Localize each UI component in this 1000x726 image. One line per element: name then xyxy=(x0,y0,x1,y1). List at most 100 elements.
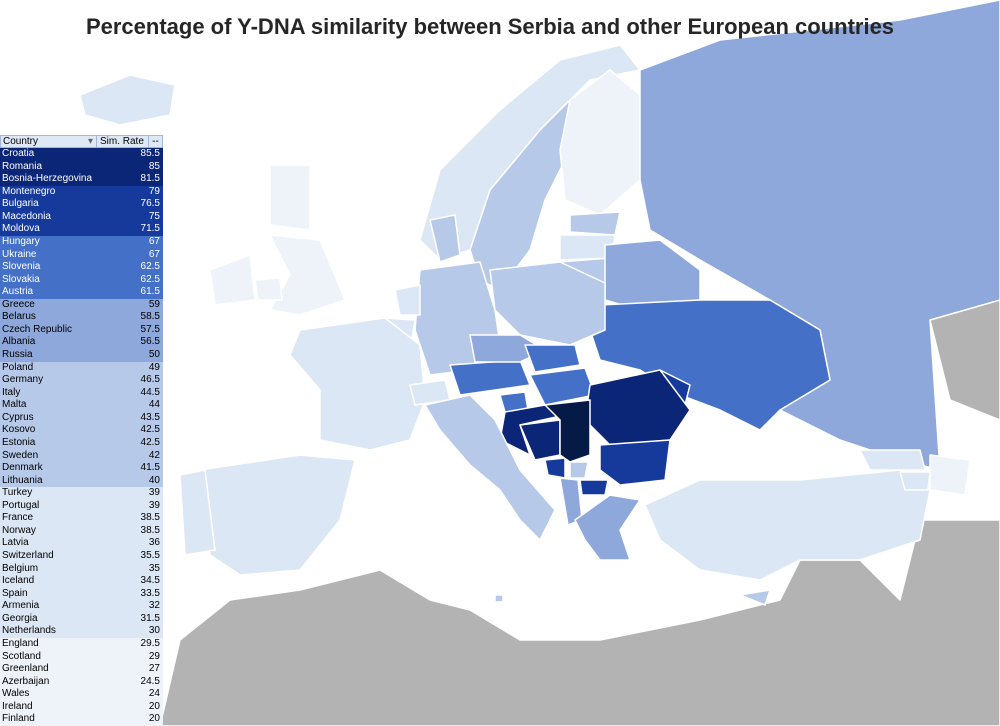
country-name: Latvia xyxy=(2,537,29,549)
table-row[interactable]: Lithuania 40 xyxy=(0,474,163,488)
table-row[interactable]: Georgia 31.5 xyxy=(0,612,163,626)
country-column-header[interactable]: Country ▾ xyxy=(1,136,97,147)
table-row[interactable]: Croatia 85.5 xyxy=(0,148,163,161)
table-row[interactable]: Latvia 36 xyxy=(0,537,163,550)
table-row[interactable]: Wales 24 xyxy=(0,688,163,701)
table-row[interactable]: Russia 50 xyxy=(0,349,163,362)
country-name: Armenia xyxy=(2,600,40,612)
table-row[interactable]: Norway 38.5 xyxy=(0,524,163,538)
sim-rate-value: 44.5 xyxy=(140,386,160,398)
country-italy xyxy=(424,394,556,541)
country-ireland xyxy=(209,254,256,306)
country-montenegro xyxy=(544,457,566,479)
table-row[interactable]: Austria 61.5 xyxy=(0,286,163,299)
sim-rate-value: 49 xyxy=(148,361,160,373)
table-row[interactable]: Italy 44.5 xyxy=(0,386,163,400)
table-row[interactable]: Bosnia-Herzegovina 81.5 xyxy=(0,173,163,186)
sim-rate-value: 67 xyxy=(148,248,160,260)
table-row[interactable]: Greece 59 xyxy=(0,298,163,312)
country-name: Denmark xyxy=(2,462,43,474)
sim-rate-value: 75 xyxy=(148,210,160,222)
table-row[interactable]: Portugal 39 xyxy=(0,499,163,513)
table-row[interactable]: Ukraine 67 xyxy=(0,248,163,262)
sim-rate-value: 61.5 xyxy=(140,286,160,298)
country-name: Czech Republic xyxy=(2,323,73,335)
sim-rate-column-header[interactable]: Sim. Rate xyxy=(97,136,149,147)
country-name: Scotland xyxy=(2,650,41,662)
table-row[interactable]: Montenegro 79 xyxy=(0,185,163,199)
table-row[interactable]: Hungary 67 xyxy=(0,235,163,249)
table-row[interactable]: Moldova 71.5 xyxy=(0,223,163,236)
sim-rate-value: 67 xyxy=(148,235,160,247)
table-row[interactable]: Poland 49 xyxy=(0,361,163,375)
table-row[interactable]: Azerbaijan 24.5 xyxy=(0,675,163,689)
table-row[interactable]: Netherlands 30 xyxy=(0,625,163,638)
country-name: Greenland xyxy=(2,663,49,675)
country-azerbaijan xyxy=(929,454,971,496)
table-row[interactable]: Albania 56.5 xyxy=(0,336,163,349)
sim-rate-value: 85.5 xyxy=(140,148,160,159)
table-body: Croatia 85.5 Romania 85 Bosnia-Herzegovina 81… xyxy=(0,148,163,726)
table-row[interactable]: Slovakia 62.5 xyxy=(0,273,163,287)
table-row[interactable]: Cyprus 43.5 xyxy=(0,411,163,425)
country-hungary xyxy=(529,367,596,406)
table-row[interactable]: England 29.5 xyxy=(0,637,163,651)
country-slovakia xyxy=(524,344,581,373)
sim-rate-value: 42.5 xyxy=(140,436,160,448)
country-name: Croatia xyxy=(2,148,35,159)
sim-rate-value: 39 xyxy=(148,487,160,499)
country-name: Belarus xyxy=(2,311,36,323)
table-row[interactable]: Sweden 42 xyxy=(0,449,163,463)
table-row[interactable]: Romania 85 xyxy=(0,160,163,174)
table-row[interactable]: Ireland 20 xyxy=(0,700,163,714)
country-iceland xyxy=(79,74,176,126)
table-row[interactable]: Belarus 58.5 xyxy=(0,311,163,324)
filter-dropdown-icon[interactable]: ▾ xyxy=(87,136,93,147)
sim-rate-value: 76.5 xyxy=(140,198,160,210)
table-row[interactable]: Turkey 39 xyxy=(0,487,163,500)
country-scotland xyxy=(269,164,311,231)
sim-rate-value: 58.5 xyxy=(140,311,160,323)
sim-rate-value: 50 xyxy=(148,349,160,360)
country-bosnia-herzegovina xyxy=(519,419,561,461)
country-name: England xyxy=(2,637,39,649)
table-header: Country ▾ Sim. Rate -- xyxy=(0,135,163,148)
country-name: Azerbaijan xyxy=(2,675,50,687)
table-row[interactable]: Greenland 27 xyxy=(0,663,163,676)
table-row[interactable]: Belgium 35 xyxy=(0,562,163,576)
table-row[interactable]: Iceland 34.5 xyxy=(0,575,163,588)
sim-rate-value: 34.5 xyxy=(140,575,160,587)
table-row[interactable]: Armenia 32 xyxy=(0,600,163,613)
country-portugal xyxy=(179,469,216,556)
sim-rate-value: 79 xyxy=(148,185,160,197)
country-name: Estonia xyxy=(2,436,36,448)
table-row[interactable]: Spain 33.5 xyxy=(0,587,163,601)
sim-rate-value: 32 xyxy=(148,600,160,612)
table-row[interactable]: Finland 20 xyxy=(0,713,163,726)
table-row[interactable]: Scotland 29 xyxy=(0,650,163,664)
table-row[interactable]: Kosovo 42.5 xyxy=(0,424,163,437)
sim-rate-value: 38.5 xyxy=(140,524,160,536)
table-row[interactable]: Estonia 42.5 xyxy=(0,436,163,450)
sim-rate-value: 31.5 xyxy=(140,612,160,624)
table-row[interactable]: Denmark 41.5 xyxy=(0,462,163,475)
table-row[interactable]: Czech Republic 57.5 xyxy=(0,323,163,337)
table-row[interactable]: Macedonia 75 xyxy=(0,210,163,224)
country-ukraine xyxy=(589,299,831,431)
table-row[interactable]: Slovenia 62.5 xyxy=(0,261,163,274)
table-row[interactable]: Germany 46.5 xyxy=(0,374,163,387)
country-malta xyxy=(494,594,504,603)
country-name: Moldova xyxy=(2,223,40,235)
country-name: Bulgaria xyxy=(2,198,39,210)
table-row[interactable]: France 38.5 xyxy=(0,512,163,525)
table-row[interactable]: Switzerland 35.5 xyxy=(0,550,163,563)
table-row[interactable]: Bulgaria 76.5 xyxy=(0,198,163,211)
extra-column-header[interactable]: -- xyxy=(152,136,159,147)
sim-rate-value: 81.5 xyxy=(140,173,160,185)
sim-rate-value: 39 xyxy=(148,499,160,511)
sim-rate-value: 59 xyxy=(148,298,160,310)
table-row[interactable]: Malta 44 xyxy=(0,399,163,412)
country-armenia xyxy=(899,471,931,491)
country-name: Belgium xyxy=(2,562,39,574)
